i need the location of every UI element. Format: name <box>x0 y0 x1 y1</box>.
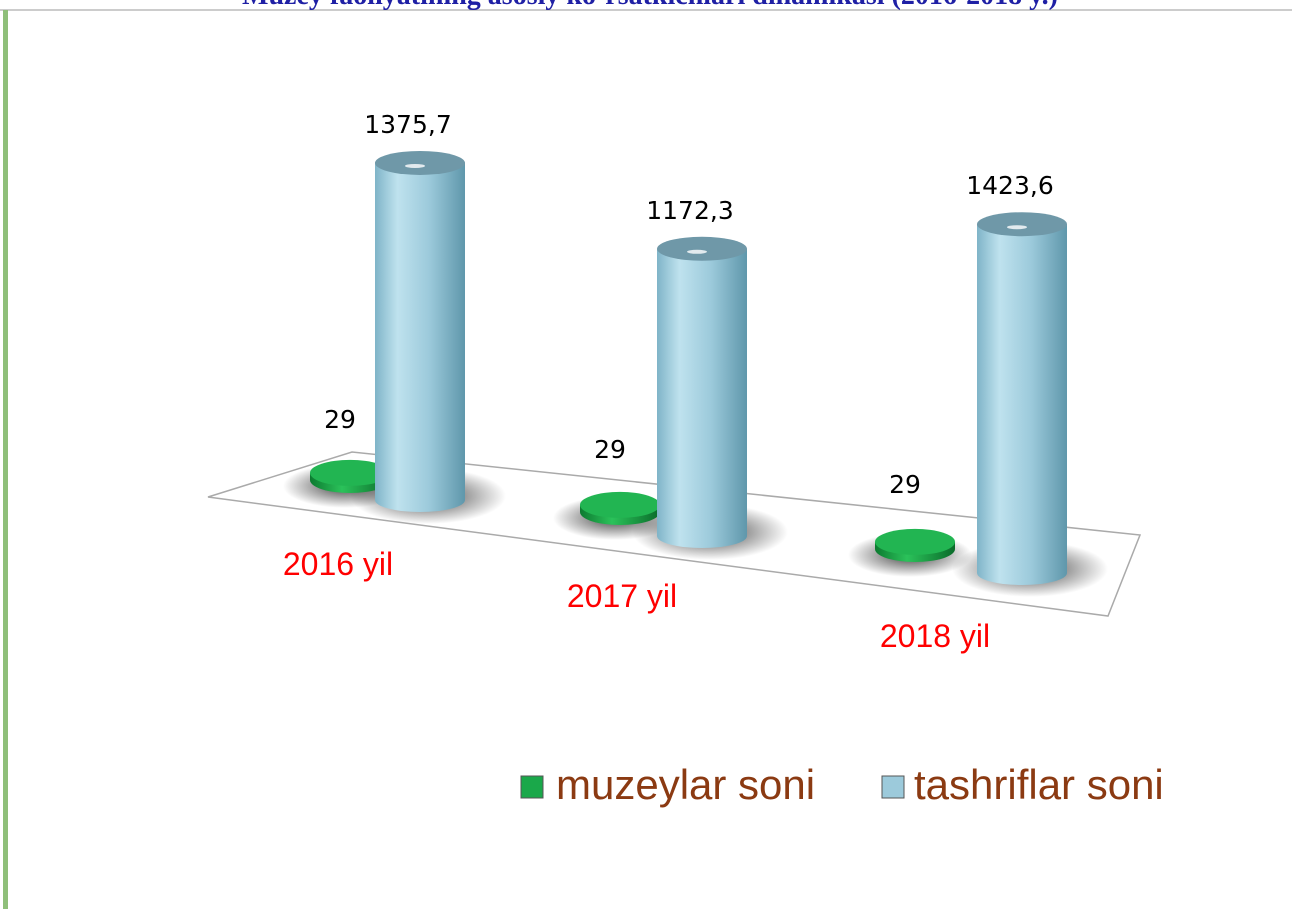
cylinder <box>977 224 1067 585</box>
data-label: 29 <box>324 405 356 434</box>
cylinder <box>657 248 747 548</box>
cylinder-highlight <box>405 163 425 168</box>
cylinder-top <box>977 212 1067 237</box>
data-label: 1172,3 <box>646 196 733 225</box>
chart-title: Muzey faoliyatining asosiy ko`rsatkichla… <box>242 0 1058 11</box>
left-border <box>3 10 8 909</box>
legend-label: muzeylar soni <box>556 761 815 808</box>
x-tick-label: 2018 yil <box>880 618 990 654</box>
data-label: 29 <box>594 435 626 464</box>
legend-swatch <box>520 775 544 799</box>
data-label: 1423,6 <box>966 171 1053 200</box>
data-label: 29 <box>889 470 921 499</box>
disc-top <box>580 491 660 518</box>
cylinder <box>375 162 465 513</box>
x-tick-label: 2017 yil <box>567 578 677 614</box>
cylinder-highlight <box>1007 225 1027 230</box>
cylinder-top <box>375 150 465 175</box>
cylinder-highlight <box>687 249 707 254</box>
cylinder-top <box>657 236 747 261</box>
disc-top <box>875 528 955 555</box>
x-tick-label: 2016 yil <box>283 546 393 582</box>
data-label: 1375,7 <box>364 110 451 139</box>
disc-top <box>310 459 390 486</box>
legend-swatch <box>881 775 905 799</box>
legend-label: tashriflar soni <box>914 761 1164 808</box>
